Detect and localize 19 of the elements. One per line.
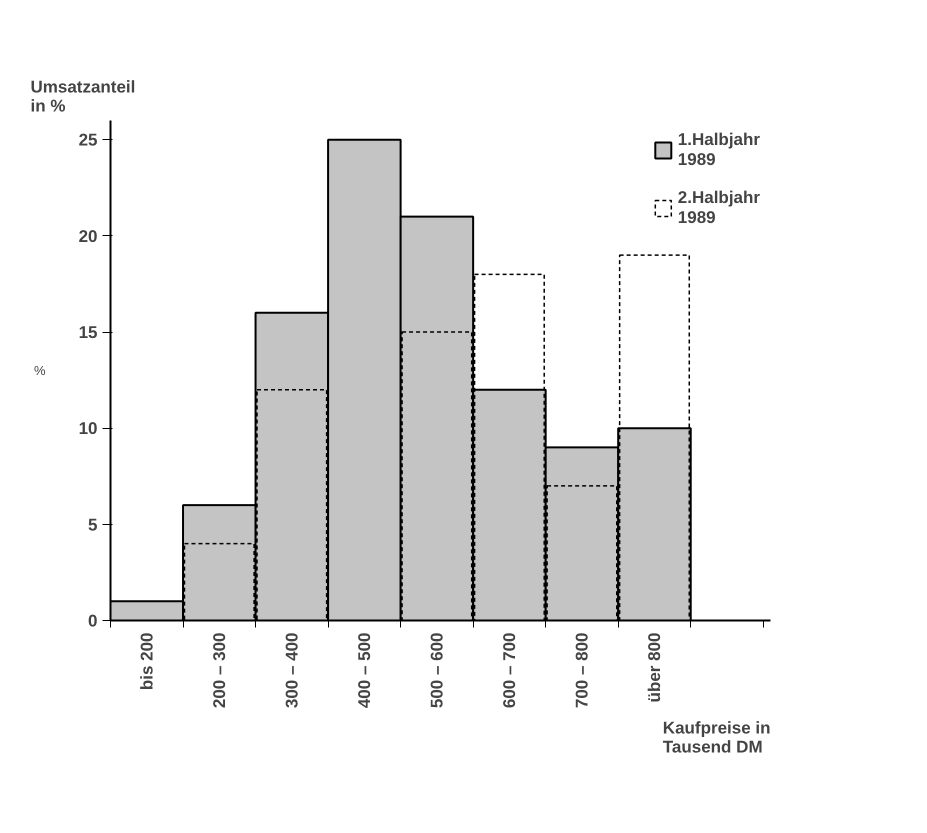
- legend-label: 1.Halbjahr 1989: [678, 130, 760, 170]
- x-tick-label: 700 – 800: [572, 632, 592, 708]
- x-tick-label: über 800: [644, 632, 664, 702]
- legend-label: 2.Halbjahr 1989: [678, 188, 760, 228]
- y-tick-label: 20: [78, 226, 98, 246]
- x-tick-label: 500 – 600: [427, 632, 446, 708]
- y-axis-title: %: [34, 363, 46, 378]
- y-tick-label: 10: [78, 419, 98, 438]
- x-tick-label: bis 200: [137, 632, 156, 690]
- y-tick-label: 5: [88, 515, 98, 534]
- y-tick-label: 25: [78, 130, 98, 150]
- x-tick-label: 200 – 300: [210, 632, 229, 708]
- chart-title: Umsatzanteil in %: [30, 78, 136, 116]
- x-tick-label: 300 – 400: [282, 632, 302, 708]
- x-axis-title: Kaufpreise in Tausend DM: [662, 718, 771, 756]
- y-tick-label: 0: [88, 612, 98, 630]
- x-tick-label: 600 – 700: [500, 632, 519, 708]
- x-tick-label: 400 – 500: [354, 632, 374, 708]
- y-tick-label: 15: [78, 323, 98, 342]
